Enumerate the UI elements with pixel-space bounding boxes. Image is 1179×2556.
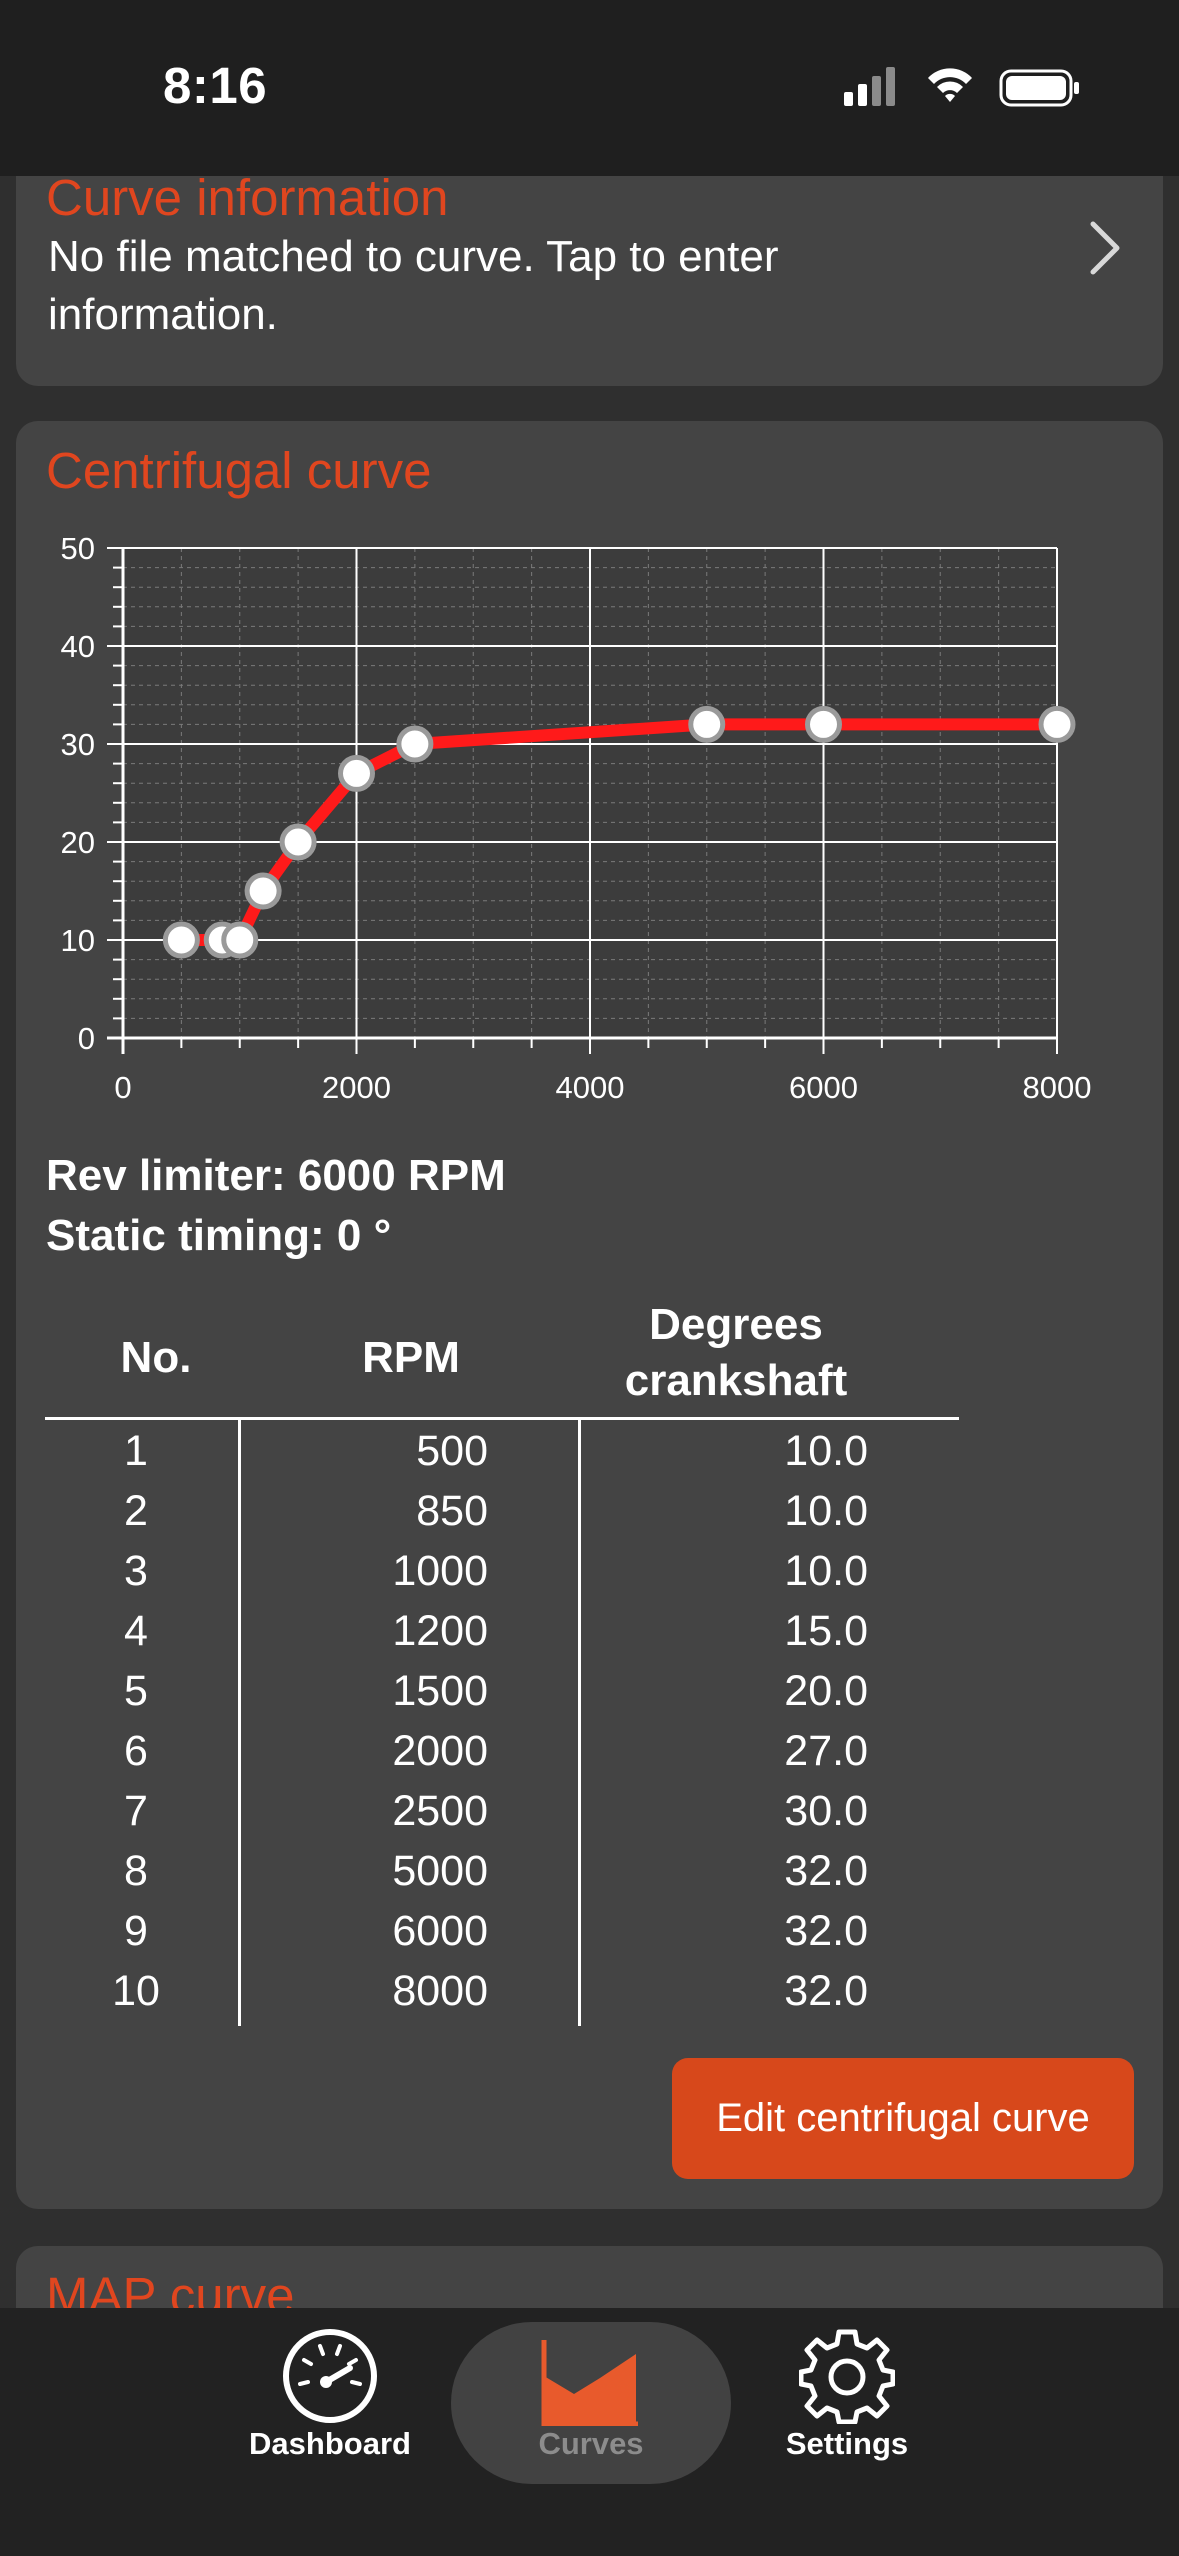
gear-icon [799, 2329, 895, 2424]
table-cell-degrees: 30.0 [784, 1787, 868, 1835]
data-point [279, 823, 317, 861]
wifi-icon [928, 68, 972, 102]
table-cell-no: 7 [124, 1787, 148, 1835]
tab-settings-label: Settings [785, 2426, 909, 2461]
rev-limiter: Rev limiter: 6000 RPM [46, 1151, 506, 1200]
centrifugal-curve-title: Centrifugal curve [46, 442, 432, 499]
table-cell-degrees: 20.0 [784, 1667, 868, 1715]
y-tick-label: 40 [61, 629, 95, 664]
edit-centrifugal-curve-button[interactable]: Edit centrifugal curve [672, 2058, 1134, 2179]
table-header-degrees: Degrees crankshaft [624, 1300, 848, 1405]
centrifugal-curve-card: Centrifugal curve 0 2000 4000 6000 8000 0 10 20… [16, 421, 1163, 2209]
data-point [221, 921, 259, 959]
table-cell-rpm: 850 [416, 1487, 488, 1535]
tab-settings[interactable]: Settings [757, 2308, 937, 2508]
table-cell-no: 5 [124, 1667, 148, 1715]
y-tick-label: 10 [61, 923, 95, 958]
table-header-rpm: RPM [362, 1333, 460, 1382]
tab-dashboard-label: Dashboard [249, 2426, 411, 2461]
table-cell-degrees: 15.0 [784, 1607, 868, 1655]
table-cell-no: 10 [112, 1967, 160, 2015]
table-cell-no: 9 [124, 1907, 148, 1955]
data-point [338, 754, 375, 792]
table-cell-no: 6 [124, 1727, 148, 1775]
table-cell-rpm: 2000 [392, 1727, 488, 1775]
table-cell-degrees: 32.0 [784, 1907, 868, 1955]
table-cell-rpm: 5000 [392, 1847, 488, 1895]
table-cell-rpm: 2500 [392, 1787, 488, 1835]
static-timing: Static timing: 0 ° [46, 1211, 392, 1260]
data-point [1038, 705, 1076, 743]
table-cell-degrees: 10.0 [784, 1427, 868, 1475]
y-tick-label: 0 [78, 1021, 95, 1056]
table-column-divider-2 [578, 1420, 581, 2026]
table-cell-rpm: 8000 [392, 1967, 488, 2015]
tab-curves[interactable]: Curves [501, 2308, 681, 2508]
x-tick-label: 4000 [556, 1070, 625, 1105]
data-point [396, 725, 434, 763]
map-curve-title: MAP curve [46, 2267, 295, 2308]
table-cell-degrees: 10.0 [784, 1487, 868, 1535]
curve-information-title: Curve information [46, 176, 449, 226]
curve-information-card[interactable]: Curve information No file matched to cur… [16, 176, 1163, 386]
table-cell-rpm: 6000 [392, 1907, 488, 1955]
tab-curves-label: Curves [538, 2426, 644, 2461]
y-tick-label: 20 [61, 825, 95, 860]
table-cell-degrees: 32.0 [784, 1847, 868, 1895]
centrifugal-chart: 0 2000 4000 6000 8000 0 10 20 30 40 50 [61, 531, 1092, 1105]
cellular-signal-icon [844, 67, 895, 106]
tab-dashboard[interactable]: Dashboard [240, 2308, 420, 2508]
x-tick-label: 2000 [322, 1070, 391, 1105]
table-cell-no: 4 [124, 1607, 148, 1655]
data-point [805, 705, 842, 743]
table-cell-no: 1 [124, 1427, 148, 1475]
tab-bar: Dashboard Curves Settings [0, 2308, 1179, 2556]
x-tick-label: 8000 [1023, 1070, 1092, 1105]
table-cell-degrees: 27.0 [784, 1727, 868, 1775]
battery-icon [999, 69, 1079, 107]
table-cell-rpm: 1000 [392, 1547, 488, 1595]
data-point [688, 705, 726, 743]
table-cell-no: 3 [124, 1547, 148, 1595]
table-cell-rpm: 500 [416, 1427, 488, 1475]
y-tick-label: 50 [61, 531, 95, 566]
table-cell-no: 8 [124, 1847, 148, 1895]
x-tick-label: 6000 [789, 1070, 858, 1105]
data-point [162, 921, 200, 959]
y-tick-label: 30 [61, 727, 95, 762]
table-header-divider [45, 1417, 959, 1420]
curve-information-text: No file matched to curve. Tap to enter i… [48, 232, 779, 339]
table-column-divider-1 [238, 1420, 241, 2026]
x-tick-label: 0 [114, 1070, 131, 1105]
scroll-content[interactable]: Curve information No file matched to cur… [0, 176, 1179, 2308]
table-cell-degrees: 10.0 [784, 1547, 868, 1595]
table-cell-degrees: 32.0 [784, 1967, 868, 2015]
status-icons [844, 67, 1079, 107]
speedometer-icon [283, 2329, 377, 2423]
status-bar: 8:16 [0, 0, 1179, 176]
chevron-right-icon [1090, 221, 1120, 275]
table-cell-rpm: 1500 [392, 1667, 488, 1715]
curves-icon [541, 2340, 638, 2426]
data-point [244, 872, 282, 910]
table-header-no: No. [120, 1333, 192, 1382]
status-time: 8:16 [163, 57, 268, 114]
table-cell-no: 2 [124, 1487, 148, 1535]
table-cell-rpm: 1200 [392, 1607, 488, 1655]
map-curve-card[interactable]: MAP curve [16, 2246, 1163, 2308]
